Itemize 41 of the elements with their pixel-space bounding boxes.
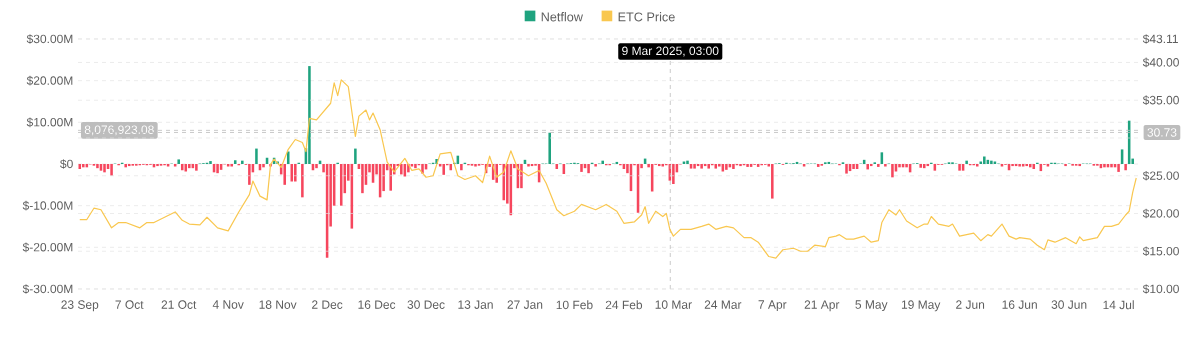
ref-line-label: 8,076,923.08 bbox=[84, 125, 154, 136]
y-tick-label: $10.00M bbox=[26, 117, 73, 128]
y2-tick-label: $43.11 bbox=[1142, 34, 1178, 44]
legend-label: Netflow bbox=[541, 12, 583, 22]
ref-line-label: 30.73 bbox=[1147, 128, 1177, 137]
x-tick-label: 23 Sep bbox=[61, 300, 99, 312]
x-tick-label: 14 Jul bbox=[1103, 300, 1134, 310]
ref-line-label: 9 Mar 2025, 03:00 bbox=[622, 46, 719, 57]
x-tick-label: 16 Dec bbox=[358, 300, 396, 309]
legend-label: ETC Price bbox=[618, 12, 675, 22]
y-tick-label: $20.00M bbox=[26, 75, 73, 86]
x-tick-label: 30 Jun bbox=[1051, 300, 1087, 309]
x-tick-label: 5 May bbox=[855, 300, 888, 312]
x-tick-label: 16 Jun bbox=[1002, 300, 1037, 309]
x-tick-label: 24 Mar bbox=[704, 300, 742, 309]
x-tick-label: 13 Jan bbox=[458, 300, 493, 309]
y-tick-label: $0 bbox=[60, 159, 73, 169]
y2-tick-label: $40.00 bbox=[1142, 57, 1179, 68]
y2-tick-label: $25.00 bbox=[1142, 170, 1179, 181]
x-tick-label: 27 Jan bbox=[507, 300, 543, 309]
x-tick-label: 7 Apr bbox=[758, 300, 787, 312]
x-tick-label: 2 Dec bbox=[312, 300, 343, 309]
x-tick-label: 10 Mar bbox=[655, 300, 692, 309]
x-tick-label: 21 Apr bbox=[804, 300, 840, 312]
y-tick-label: $-10.00M bbox=[22, 200, 73, 211]
x-tick-label: 4 Nov bbox=[212, 300, 244, 309]
y2-tick-label: $15.00 bbox=[1142, 246, 1179, 257]
y-tick-label: $30.00M bbox=[26, 34, 73, 44]
x-tick-label: 10 Feb bbox=[556, 300, 593, 310]
y-tick-label: $-20.00M bbox=[22, 242, 73, 253]
x-tick-label: 21 Oct bbox=[161, 300, 197, 309]
x-tick-label: 19 May bbox=[901, 300, 941, 312]
x-tick-label: 18 Nov bbox=[259, 300, 297, 309]
y-tick-label: $-30.00M bbox=[22, 284, 73, 294]
x-tick-label: 7 Oct bbox=[115, 300, 144, 309]
x-tick-label: 2 Jun bbox=[956, 300, 985, 309]
x-tick-label: 30 Dec bbox=[407, 300, 445, 309]
y2-tick-label: $20.00 bbox=[1142, 208, 1179, 219]
x-tick-label: 24 Feb bbox=[605, 300, 643, 310]
y2-tick-label: $35.00 bbox=[1142, 95, 1179, 106]
y2-tick-label: $10.00 bbox=[1142, 284, 1179, 294]
